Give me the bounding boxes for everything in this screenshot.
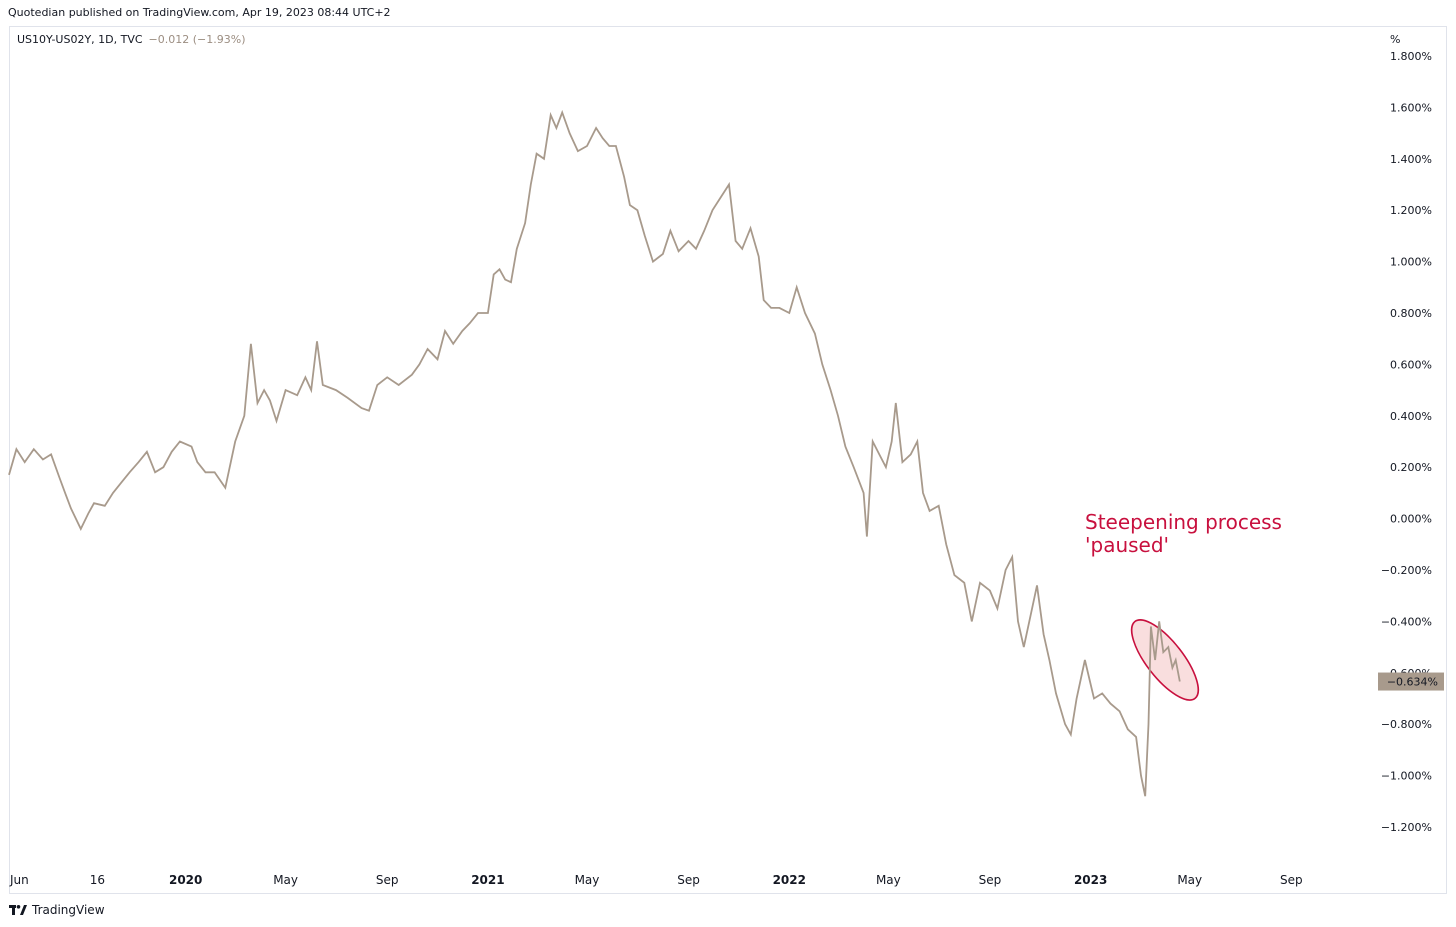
y-tick-label: 1.200% — [1390, 204, 1432, 217]
footer: TradingView — [9, 903, 105, 917]
footer-brand: TradingView — [32, 903, 105, 917]
publish-info: Quotedian published on TradingView.com, … — [8, 6, 391, 19]
y-tick-label: −1.200% — [1381, 821, 1432, 834]
x-tick-label: 2021 — [471, 873, 504, 887]
y-tick-label: 1.400% — [1390, 153, 1432, 166]
x-tick-label: Jun — [9, 873, 29, 887]
legend-change: −0.012 (−1.93%) — [148, 33, 246, 46]
y-tick-label: 0.400% — [1390, 410, 1432, 423]
x-tick-label: 16 — [90, 873, 105, 887]
last-price-badge: −0.634% — [1378, 672, 1444, 691]
x-tick-label: May — [575, 873, 600, 887]
x-tick-label: 2020 — [169, 873, 202, 887]
legend-symbol: US10Y-US02Y, 1D, TVC — [17, 33, 143, 46]
x-tick-label: Sep — [979, 873, 1002, 887]
annotation-text: Steepening process 'paused' — [1085, 510, 1282, 557]
y-tick-label: 0.000% — [1390, 513, 1432, 526]
y-tick-label: −1.000% — [1381, 770, 1432, 783]
y-tick-label: 1.000% — [1390, 256, 1432, 269]
x-tick-label: 2023 — [1074, 873, 1107, 887]
x-tick-label: Sep — [1280, 873, 1303, 887]
x-tick-label: Sep — [376, 873, 399, 887]
y-tick-label: 0.200% — [1390, 461, 1432, 474]
x-tick-label: 2022 — [773, 873, 806, 887]
x-tick-label: Sep — [677, 873, 700, 887]
x-tick-label: May — [1177, 873, 1202, 887]
y-tick-label: −0.200% — [1381, 564, 1432, 577]
x-axis: Jun 16 2020 May Sep 2021 May Sep 2022 May Sep 2023 M… — [9, 873, 1303, 887]
tradingview-logo-icon — [9, 905, 27, 915]
y-tick-label: −0.800% — [1381, 718, 1432, 731]
last-price-value: −0.634% — [1387, 676, 1438, 689]
highlight-ellipse — [1130, 619, 1200, 701]
y-axis: −1.200%−1.000%−0.800%−0.600%−0.400%−0.20… — [1381, 50, 1432, 834]
x-tick-label: May — [876, 873, 901, 887]
chart-frame — [9, 26, 1447, 894]
symbol-legend[interactable]: US10Y-US02Y, 1D, TVC −0.012 (−1.93%) — [17, 33, 246, 46]
y-tick-label: 1.600% — [1390, 101, 1432, 114]
last-price-badge-bg — [1378, 672, 1444, 691]
y-tick-label: 0.800% — [1390, 307, 1432, 320]
y-tick-label: 0.600% — [1390, 358, 1432, 371]
y-tick-label: −0.400% — [1381, 615, 1432, 628]
y-tick-label: 1.800% — [1390, 50, 1432, 63]
x-tick-label: May — [273, 873, 298, 887]
y-unit-label: % — [1390, 33, 1400, 46]
series-line-us10y-us02y — [8, 109, 1181, 797]
